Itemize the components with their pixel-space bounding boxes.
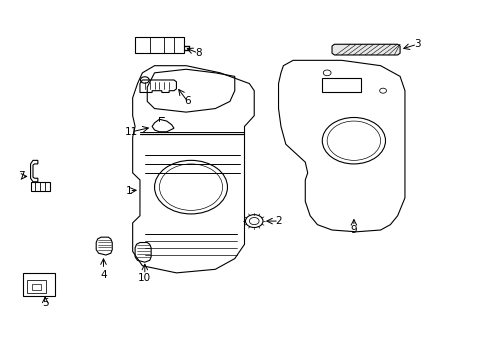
Bar — [32, 284, 41, 290]
Bar — [30, 182, 50, 191]
Text: 8: 8 — [195, 48, 201, 58]
Text: 1: 1 — [126, 186, 132, 196]
Text: 6: 6 — [184, 96, 190, 107]
Polygon shape — [331, 44, 399, 55]
Bar — [27, 280, 45, 293]
Text: 5: 5 — [42, 298, 48, 308]
Text: 9: 9 — [350, 225, 356, 235]
Text: 7: 7 — [19, 171, 25, 181]
Bar — [135, 37, 183, 53]
Text: 11: 11 — [125, 127, 138, 137]
Text: 10: 10 — [138, 273, 151, 283]
Text: 4: 4 — [100, 270, 106, 280]
Bar — [23, 273, 55, 296]
Text: 2: 2 — [275, 216, 282, 226]
Text: 3: 3 — [413, 39, 420, 49]
